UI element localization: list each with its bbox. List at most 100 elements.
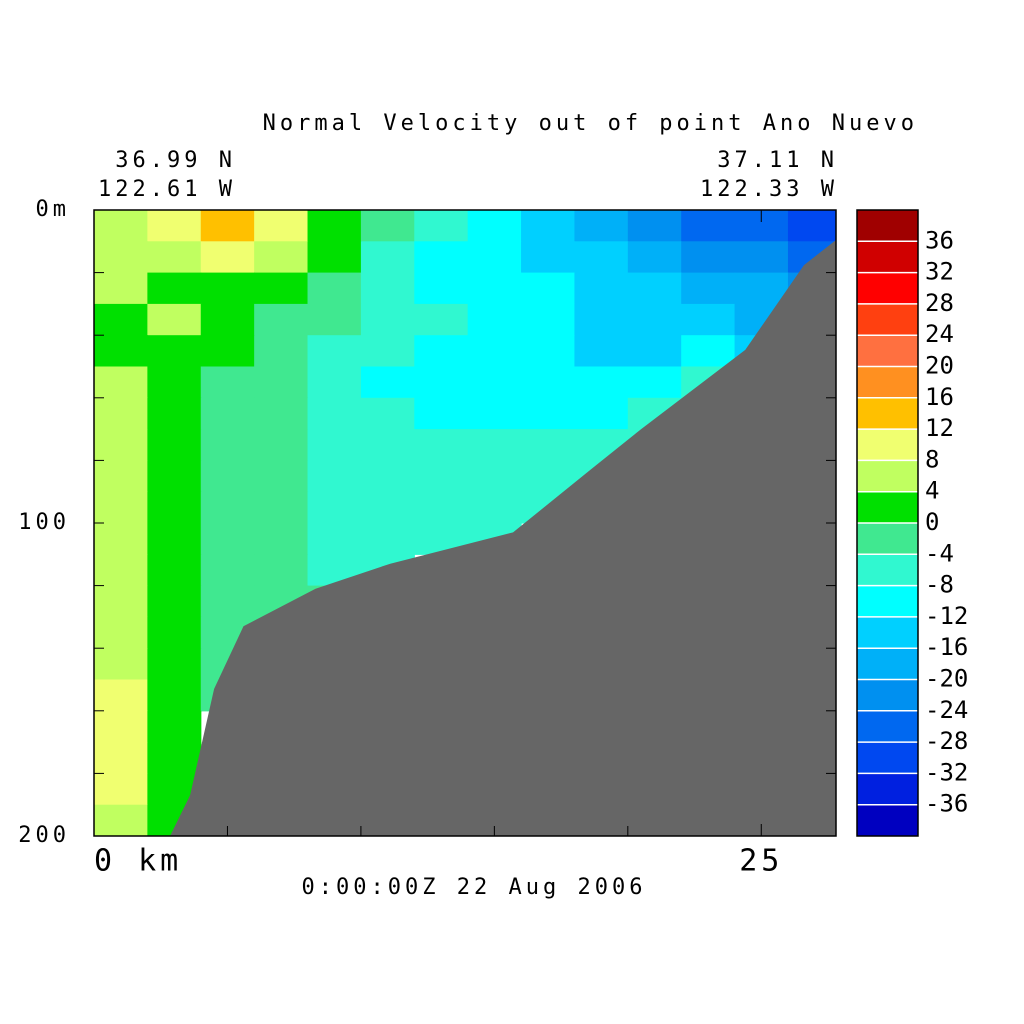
- field-cell: [467, 429, 522, 461]
- colorbar-label: -32: [925, 758, 968, 786]
- field-cell: [147, 710, 202, 743]
- field-cell: [200, 366, 255, 399]
- colorbar-label: -24: [925, 696, 968, 724]
- colorbar-band: [857, 429, 918, 461]
- field-cell: [147, 616, 202, 649]
- field-cell: [360, 272, 415, 305]
- field-cell: [467, 272, 522, 305]
- field-cell: [360, 491, 415, 524]
- colorbar-label: -4: [925, 539, 954, 567]
- field-cell: [521, 335, 576, 368]
- field-cell: [147, 460, 202, 493]
- field-cell: [414, 335, 469, 368]
- field-cell: [94, 241, 148, 274]
- colorbar-frame: [856, 209, 919, 837]
- field-cell: [307, 210, 362, 242]
- field-cell: [254, 210, 309, 242]
- field-cell: [574, 397, 629, 430]
- colorbar-band: [857, 773, 918, 805]
- field-cell: [200, 210, 255, 242]
- field-cell: [94, 210, 148, 242]
- right-lat: 37.11 N: [717, 148, 838, 173]
- field-cell: [200, 272, 255, 305]
- field-cell: [414, 460, 469, 493]
- field-cell: [360, 397, 415, 430]
- field-cell: [200, 554, 255, 587]
- field-cell: [147, 366, 202, 399]
- field-cell: [200, 303, 255, 336]
- field-cell: [147, 554, 202, 587]
- field-cell: [521, 429, 576, 461]
- colorbar-label: 24: [925, 320, 954, 348]
- field-cell: [307, 366, 362, 399]
- field-cell: [360, 335, 415, 368]
- field-cell: [200, 460, 255, 493]
- field-cell: [627, 366, 682, 399]
- field-cell: [360, 460, 415, 493]
- field-cell: [360, 523, 415, 555]
- field-cell: [521, 397, 576, 430]
- colorbar-label: 4: [925, 477, 939, 505]
- field-cell: [254, 303, 309, 336]
- field-cell: [787, 210, 836, 242]
- colorbar-label: -36: [925, 790, 968, 818]
- subtitle: 0:00:00Z 22 Aug 2006: [302, 875, 647, 900]
- field-cell: [307, 397, 362, 430]
- field-cell: [467, 303, 522, 336]
- field-cell: [574, 335, 629, 368]
- field-cell: [360, 366, 415, 399]
- field-cell: [94, 710, 148, 743]
- field-cell: [734, 241, 789, 274]
- field-cell: [414, 429, 469, 461]
- field-cell: [467, 366, 522, 399]
- colorbar-band: [857, 616, 918, 649]
- field-cell: [414, 397, 469, 430]
- field-cell: [147, 272, 202, 305]
- field-cell: [147, 303, 202, 336]
- field-cell: [521, 460, 576, 493]
- field-cell: [200, 335, 255, 368]
- colorbar-label: -12: [925, 602, 968, 630]
- field-cell: [147, 742, 202, 774]
- colorbar-band: [857, 554, 918, 586]
- field-cell: [254, 460, 309, 493]
- field-cell: [681, 241, 736, 274]
- field-cell: [94, 554, 148, 587]
- field-cell: [254, 272, 309, 305]
- colorbar-label: -16: [925, 633, 968, 661]
- colorbar-band: [857, 710, 918, 743]
- colorbar-band: [857, 272, 918, 304]
- right-lon: 122.33 W: [700, 177, 838, 202]
- field-cell: [414, 491, 469, 524]
- field-cell: [734, 272, 789, 305]
- field-cell: [307, 335, 362, 368]
- colorbar-band: [857, 335, 918, 367]
- field-cell: [574, 272, 629, 305]
- colorbar-band: [857, 460, 918, 492]
- field-cell: [94, 397, 148, 430]
- field-cell: [521, 272, 576, 305]
- field-cell: [307, 303, 362, 336]
- field-cell: [254, 241, 309, 274]
- colorbar-label: -20: [925, 665, 968, 693]
- colorbar-band: [857, 241, 918, 273]
- field-cell: [627, 272, 682, 305]
- field-cell: [521, 366, 576, 399]
- field-cell: [94, 429, 148, 461]
- field-cell: [254, 491, 309, 524]
- field-cell: [200, 241, 255, 274]
- colorbar-band: [857, 523, 918, 555]
- field-cell: [200, 491, 255, 524]
- field-cell: [574, 241, 629, 274]
- field-cell: [360, 210, 415, 242]
- field-cell: [254, 366, 309, 399]
- field-cell: [147, 335, 202, 368]
- field-cell: [467, 491, 522, 524]
- field-cell: [627, 335, 682, 368]
- field-cell: [307, 460, 362, 493]
- field-cell: [521, 303, 576, 336]
- x-tick-label: 25: [739, 844, 783, 879]
- field-cell: [94, 679, 148, 712]
- colorbar-label: 12: [925, 414, 954, 442]
- field-cell: [681, 335, 736, 368]
